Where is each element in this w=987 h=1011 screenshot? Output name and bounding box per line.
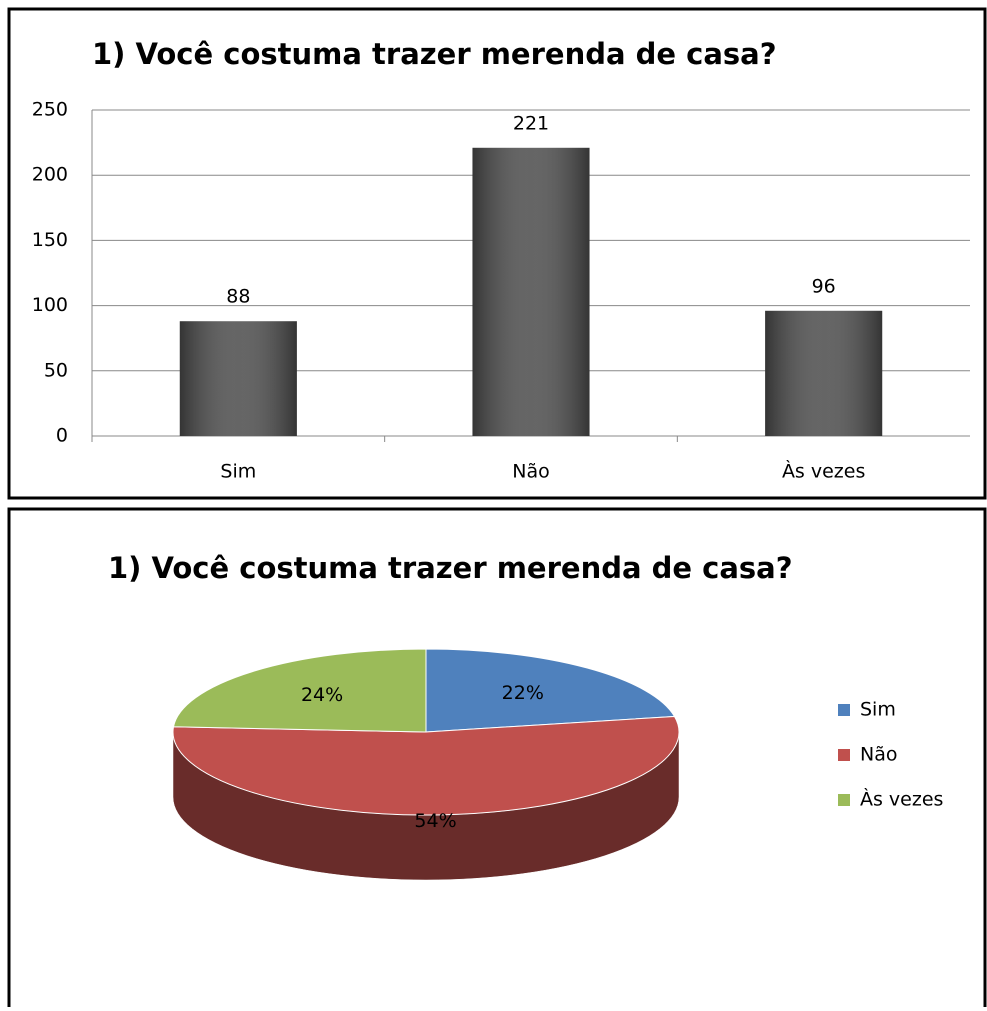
y-tick-label: 0	[56, 425, 68, 447]
pie-slice	[172, 648, 427, 733]
data-label: 221	[513, 112, 549, 134]
legend-label: Não	[860, 744, 897, 766]
chart-title: 1) Você costuma trazer merenda de casa?	[92, 37, 777, 71]
data-label: 96	[812, 275, 836, 297]
legend-swatch	[838, 704, 850, 716]
data-label: 24%	[301, 684, 343, 706]
legend-label: Às vezes	[860, 788, 943, 811]
x-tick-label: Sim	[220, 461, 256, 483]
pie-slice	[172, 715, 680, 816]
legend-swatch	[838, 749, 850, 761]
x-tick-label: Não	[512, 461, 549, 483]
legend-swatch	[838, 794, 850, 806]
y-tick-label: 50	[44, 359, 68, 381]
y-tick-label: 100	[32, 294, 68, 316]
pie-slice	[425, 648, 676, 733]
bar-shade	[472, 147, 590, 437]
data-label: 54%	[414, 810, 456, 832]
x-tick-label: Às vezes	[782, 460, 865, 483]
legend-label: Sim	[860, 699, 896, 721]
bar-shade	[765, 310, 883, 436]
bar-shade	[179, 321, 297, 436]
data-label: 22%	[502, 682, 544, 704]
y-tick-label: 250	[32, 99, 68, 121]
y-tick-label: 200	[32, 164, 68, 186]
y-tick-label: 150	[32, 229, 68, 251]
chart-title: 1) Você costuma trazer merenda de casa?	[108, 551, 793, 585]
data-label: 88	[226, 286, 250, 308]
